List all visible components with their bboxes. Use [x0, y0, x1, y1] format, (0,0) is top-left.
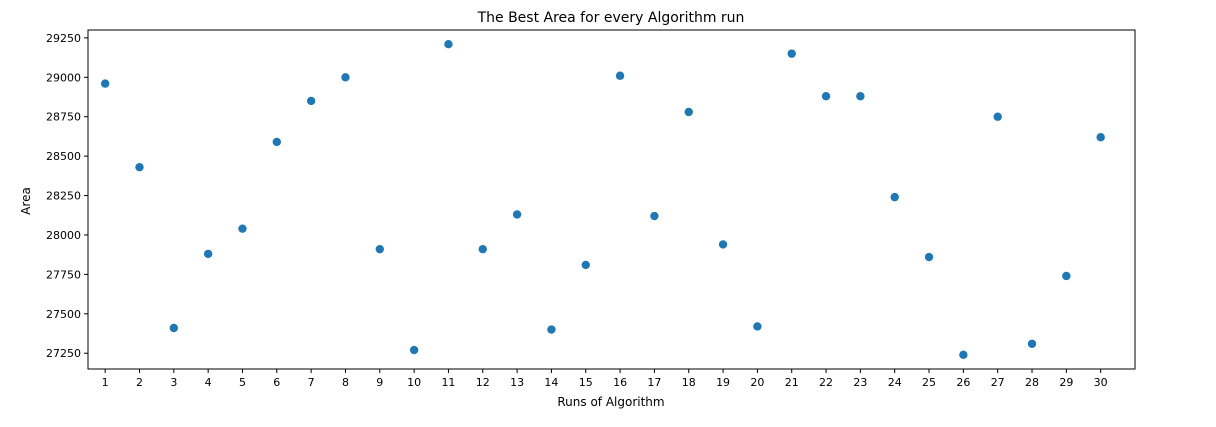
x-tick-label: 28 [1025, 376, 1039, 389]
x-tick-label: 24 [888, 376, 902, 389]
data-point [650, 211, 659, 221]
data-point [169, 323, 179, 333]
data-point [718, 240, 728, 249]
data-point [890, 192, 899, 202]
x-tick-label: 1 [102, 376, 109, 389]
x-tick-label: 20 [750, 376, 764, 389]
data-points [100, 39, 1105, 360]
y-tick-label: 27750 [46, 268, 81, 281]
data-point [238, 224, 247, 233]
data-point [684, 107, 693, 117]
y-tick-label: 27500 [46, 308, 81, 321]
x-tick-label: 9 [376, 376, 383, 389]
y-tick-label: 29000 [46, 71, 81, 84]
plot-frame [87, 29, 1136, 370]
data-point [615, 71, 625, 80]
data-point [1027, 339, 1037, 348]
data-point [306, 96, 316, 106]
data-point [444, 39, 453, 49]
data-point [959, 350, 968, 360]
data-point [203, 249, 213, 259]
data-point [753, 322, 762, 331]
x-tick-label: 2 [136, 376, 143, 389]
x-tick-label: 26 [956, 376, 970, 389]
x-tick-label: 30 [1094, 376, 1108, 389]
y-axis-title: Area [19, 187, 33, 215]
x-tick-label: 7 [308, 376, 315, 389]
y-tick-label: 28750 [46, 111, 81, 124]
x-tick-label: 10 [407, 376, 421, 389]
data-point [100, 79, 110, 88]
x-tick-label: 13 [510, 376, 524, 389]
data-point [547, 325, 556, 334]
x-axis-title: Runs of Algorithm [557, 395, 664, 409]
x-tick-label: 21 [785, 376, 799, 389]
y-tick-label: 29250 [46, 32, 81, 45]
y-tick-label: 27250 [46, 347, 81, 360]
x-tick-label: 22 [819, 376, 833, 389]
data-point [341, 73, 350, 82]
x-tick-label: 15 [579, 376, 593, 389]
x-tick-label: 29 [1059, 376, 1073, 389]
x-tick-label: 3 [170, 376, 177, 389]
x-tick-label: 4 [205, 376, 212, 389]
chart-title: The Best Area for every Algorithm run [477, 10, 745, 26]
x-axis: 1 2 3 4 5 6 7 8 9 10 11 12 13 14 15 16 17 18 19 20 21 22 23 24 2… [102, 369, 1108, 389]
x-tick-label: 5 [239, 376, 246, 389]
x-tick-label: 25 [922, 376, 936, 389]
x-tick-label: 8 [342, 376, 349, 389]
x-tick-label: 16 [613, 376, 627, 389]
x-tick-label: 18 [682, 376, 696, 389]
x-tick-label: 19 [716, 376, 730, 389]
y-tick-label: 28500 [46, 150, 81, 163]
plot-area [87, 29, 1136, 370]
x-tick-label: 14 [544, 376, 558, 389]
data-point [478, 244, 487, 254]
data-point [581, 260, 590, 270]
x-tick-label: 12 [476, 376, 490, 389]
x-tick-label: 11 [441, 376, 455, 389]
x-tick-label: 6 [273, 376, 280, 389]
data-point [135, 162, 144, 172]
data-point [512, 210, 522, 219]
data-point [1062, 271, 1071, 281]
data-point [375, 244, 384, 254]
data-point [1096, 133, 1105, 142]
y-axis: 27250 27500 27750 28000 28250 28500 28750 29000… [46, 32, 88, 360]
data-point [924, 252, 934, 262]
y-tick-label: 28000 [46, 229, 81, 242]
x-tick-label: 17 [647, 376, 661, 389]
data-point [993, 112, 1002, 121]
data-point [821, 92, 831, 101]
data-point [856, 92, 865, 101]
x-tick-label: 27 [991, 376, 1005, 389]
data-point [787, 49, 796, 58]
x-tick-label: 23 [853, 376, 867, 389]
y-tick-label: 28250 [46, 190, 81, 203]
data-point [409, 345, 419, 355]
data-point [272, 137, 282, 147]
